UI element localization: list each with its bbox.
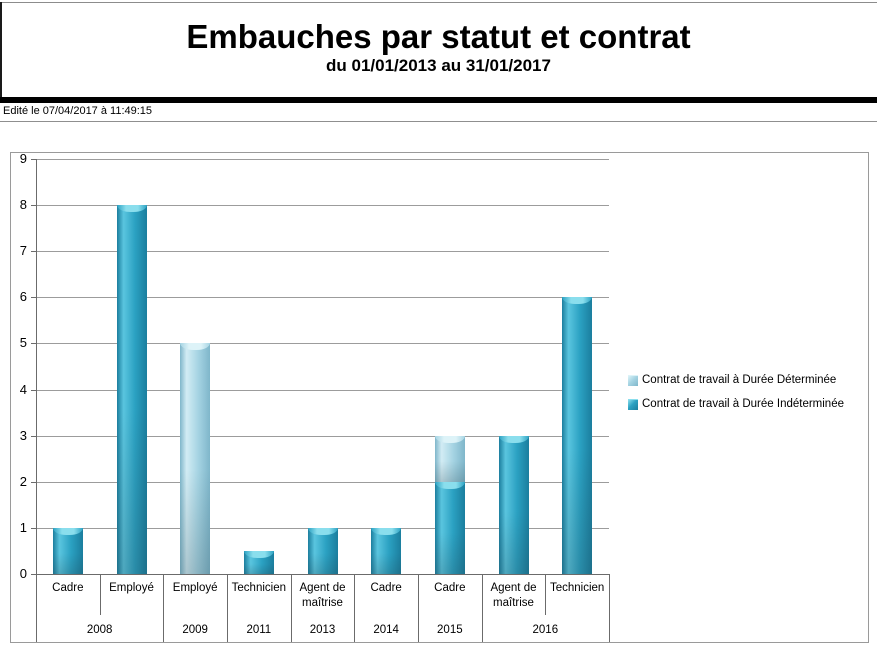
- x-axis-year-label: 2009: [182, 624, 208, 636]
- x-axis-category-label: Technicien: [549, 582, 605, 594]
- chart-area: Contrat de travail à Durée Déterminée Con…: [10, 151, 869, 643]
- legend-label: Contrat de travail à Durée Déterminée: [642, 374, 837, 386]
- year-group-separator: [163, 574, 165, 642]
- x-axis-line: [36, 574, 609, 575]
- legend-marker: [628, 374, 638, 386]
- bar-segment-cap: [307, 527, 338, 535]
- y-axis-tick: [31, 481, 36, 483]
- bar-segment: [498, 435, 529, 574]
- bar-segment: [371, 527, 402, 574]
- category-table-right-edge: [609, 574, 610, 642]
- gridline: [36, 159, 609, 160]
- year-group-separator: [354, 574, 356, 642]
- x-axis-category-label: Employé: [109, 582, 154, 594]
- edited-divider-line: [0, 121, 877, 122]
- x-axis-category-label: Employé: [172, 582, 218, 594]
- bar-segment-cap: [498, 435, 529, 443]
- year-group-separator: [290, 574, 292, 642]
- x-axis-year-label: 2016: [532, 624, 559, 636]
- y-axis-tick: [31, 527, 36, 529]
- chart-legend: Contrat de travail à Durée Déterminée Con…: [628, 374, 844, 422]
- y-axis-label: 9: [19, 151, 27, 166]
- x-axis-category-label: Technicien: [231, 582, 286, 594]
- y-axis-label: 0: [19, 566, 27, 581]
- gridline: [36, 343, 609, 345]
- page-title: Embauches par statut et contrat: [186, 18, 691, 55]
- y-axis-tick: [31, 297, 36, 299]
- bar-segment: [52, 527, 83, 574]
- y-axis-label: 2: [19, 473, 27, 489]
- bar-segment-cap: [434, 435, 465, 443]
- y-axis-tick: [31, 574, 36, 575]
- gridline: [36, 389, 609, 391]
- bar-segment-cap: [562, 297, 593, 305]
- bar-segment-cap: [371, 527, 402, 535]
- gridline: [36, 481, 609, 483]
- y-axis-line: [36, 159, 37, 642]
- y-axis-tick: [31, 251, 36, 253]
- bar-segment-cap: [180, 343, 211, 351]
- edited-timestamp: Edité le 07/04/2017 à 11:49:15: [3, 105, 153, 117]
- header-left-border: [0, 2, 2, 98]
- gridline: [36, 435, 609, 437]
- gridline: [36, 297, 609, 299]
- bar-segment: [243, 550, 274, 574]
- category-separator: [99, 574, 101, 615]
- legend-item: Contrat de travail à Durée Déterminée: [628, 374, 844, 386]
- category-separator: [545, 574, 547, 615]
- y-axis-tick: [31, 435, 36, 437]
- bar-segment: [434, 435, 465, 482]
- x-axis-year-label: 2008: [86, 624, 113, 636]
- y-axis-label: 8: [19, 197, 27, 213]
- y-axis-tick: [31, 205, 36, 207]
- bar-segment-cap: [434, 481, 465, 489]
- x-axis-category-label: Agent de maîtrise: [490, 582, 537, 609]
- gridline: [36, 251, 609, 253]
- page-subtitle: du 01/01/2013 au 31/01/2017: [326, 56, 551, 75]
- x-axis-category-label: Cadre: [434, 582, 466, 594]
- x-axis-category-label: Agent de maîtrise: [299, 582, 346, 609]
- bar-segment-cap: [243, 550, 274, 558]
- x-axis-year-label: 2011: [246, 624, 272, 636]
- y-axis-tick: [31, 389, 36, 391]
- header-top-border: [0, 2, 877, 3]
- legend-label: Contrat de travail à Durée Indéterminée: [642, 398, 844, 410]
- legend-marker: [628, 398, 638, 410]
- year-group-separator: [418, 574, 419, 642]
- gridline: [36, 205, 609, 207]
- x-axis-category-label: Cadre: [370, 582, 402, 594]
- y-axis-label: 5: [19, 335, 27, 351]
- bar-segment: [562, 297, 593, 574]
- y-axis-tick: [31, 343, 36, 345]
- bar-segment: [307, 527, 338, 574]
- y-axis-label: 6: [19, 289, 27, 305]
- y-axis-tick: [31, 159, 36, 160]
- y-axis-label: 3: [19, 427, 27, 443]
- y-axis-label: 1: [19, 519, 27, 535]
- header-divider-thick: [0, 97, 877, 103]
- x-axis-year-label: 2014: [373, 624, 399, 636]
- bar-segment-cap: [116, 205, 147, 213]
- bar-segment-cap: [52, 527, 83, 535]
- x-axis-year-label: 2015: [437, 624, 463, 636]
- y-axis-label: 7: [19, 243, 27, 259]
- legend-item: Contrat de travail à Durée Indéterminée: [628, 398, 844, 410]
- x-axis-category-label: Cadre: [52, 582, 84, 594]
- x-axis-year-label: 2013: [309, 624, 336, 636]
- year-group-separator: [227, 574, 228, 642]
- y-axis-label: 4: [19, 381, 27, 397]
- year-group-separator: [481, 574, 483, 642]
- bar-segment: [116, 205, 147, 574]
- bar-segment: [434, 481, 465, 574]
- bar-segment: [180, 343, 211, 574]
